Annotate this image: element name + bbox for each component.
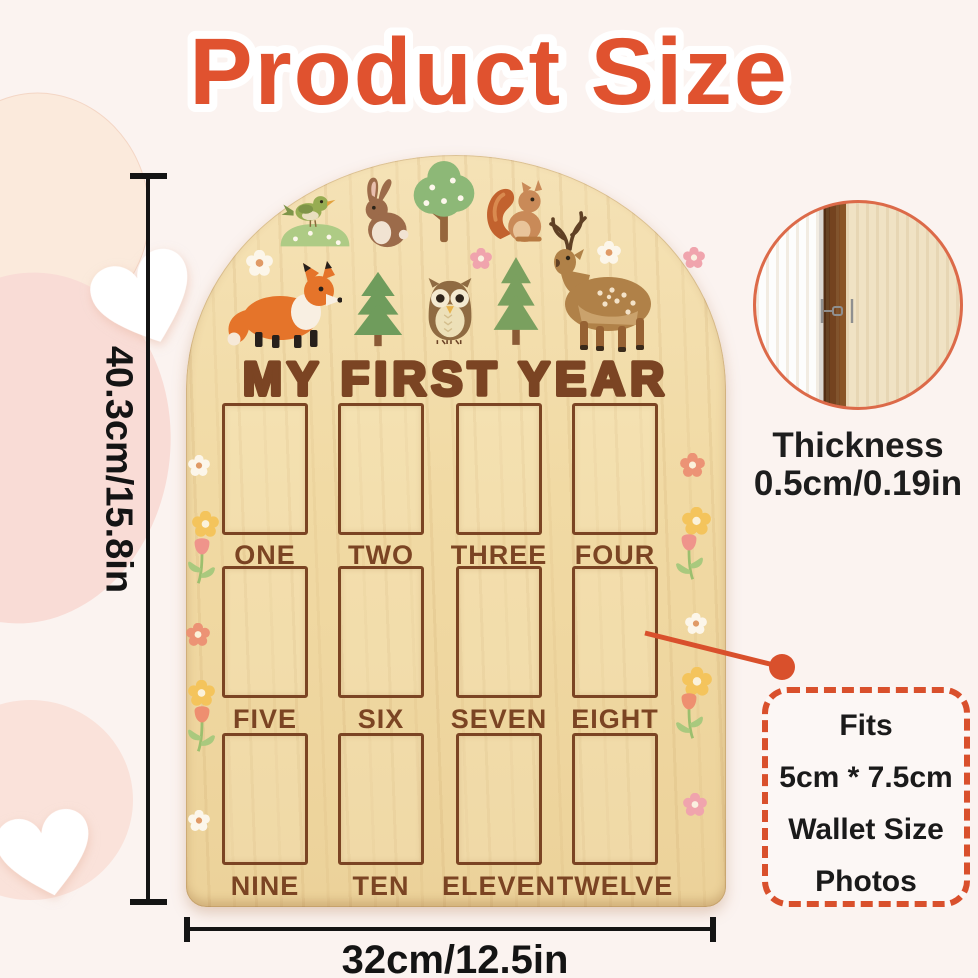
flower-icon [186, 623, 210, 646]
width-dimension-line [186, 927, 714, 931]
callout-line: Wallet Size [788, 813, 944, 846]
width-dimension-cap-right [710, 917, 716, 942]
thickness-title: Thickness [772, 426, 944, 465]
tulip-icon [676, 534, 703, 580]
callout-line: 5cm * 7.5cm [779, 761, 953, 794]
deer-icon [549, 211, 651, 352]
owl-icon [428, 277, 472, 345]
thickness-value: 0.5cm/0.19in [753, 464, 963, 503]
photo-slot [456, 403, 542, 535]
board-heading-wrap: MY FIRST YEAR [241, 353, 669, 405]
photo-slot [572, 733, 658, 865]
thickness-measure-icon [820, 299, 854, 323]
slot-label: FOUR [574, 540, 656, 570]
width-dimension-label: 32cm/12.5in [341, 938, 569, 978]
photo-slot [456, 566, 542, 698]
slot-label: TWELVE [556, 871, 674, 901]
flower-icon [246, 250, 273, 276]
thickness-detail-circle [753, 200, 963, 410]
callout-line: Fits [839, 709, 893, 742]
tulip-icon [188, 706, 215, 752]
flower-icon [470, 248, 492, 269]
rabbit-icon [365, 177, 409, 248]
slot-label: ONE [234, 540, 296, 570]
flower-icon [188, 455, 210, 476]
page-title: Product Size [189, 19, 788, 125]
height-dimension-cap-top [130, 173, 167, 179]
photo-slot [222, 566, 308, 698]
slot-label: TEN [352, 871, 410, 901]
photo-slot [338, 566, 424, 698]
slot-label: SEVEN [450, 704, 548, 734]
flower-icon [682, 667, 712, 696]
photo-slot [222, 403, 308, 535]
tulip-icon [676, 693, 703, 739]
callout-line: Photos [815, 865, 917, 898]
slot-label: SIX [357, 704, 405, 734]
photo-slot [572, 566, 658, 698]
slot-label: ELEVEN [441, 871, 557, 901]
tulip-icon [188, 538, 215, 584]
flower-icon [683, 247, 705, 268]
pine-tree-icon [353, 271, 403, 347]
flower-icon [685, 613, 707, 634]
flower-icon [680, 453, 705, 477]
slot-label: NINE [230, 871, 300, 901]
slot-label: FIVE [232, 704, 297, 734]
height-dimension-label: 40.3cm/15.8in [97, 345, 140, 594]
photo-slot [338, 733, 424, 865]
callout-pointer [644, 630, 795, 680]
bird-on-grass-icon [280, 196, 350, 247]
slot-label: EIGHT [571, 704, 659, 734]
flower-icon [188, 680, 215, 706]
slot-label: TWO [348, 540, 414, 570]
page-title-wrap: Product Size [181, 11, 794, 133]
board-heading: MY FIRST YEAR [243, 353, 669, 405]
slot-label: THREE [450, 540, 548, 570]
heart-icon [0, 789, 113, 916]
width-dimension-cap-left [184, 917, 190, 942]
pine-tree-icon [493, 257, 539, 345]
tree-icon [413, 160, 475, 243]
fox-icon [227, 261, 342, 348]
flower-icon [682, 507, 711, 535]
photo-slot [222, 733, 308, 865]
photo-slot [338, 403, 424, 535]
photo-slot [456, 733, 542, 865]
height-dimension-line [146, 175, 150, 903]
milestone-board: MY FIRST YEAR ONE TWO THREE FOUR FIVE SI… [186, 155, 726, 907]
squirrel-icon [487, 180, 543, 242]
heart-icon [67, 224, 223, 372]
photo-slot [572, 403, 658, 535]
photo-size-callout: Fits 5cm * 7.5cm Wallet Size Photos [762, 687, 970, 907]
flower-icon [597, 241, 621, 264]
flower-icon [192, 511, 219, 537]
flower-icon [188, 810, 210, 831]
height-dimension-cap-bottom [130, 899, 167, 905]
flower-icon [683, 793, 707, 816]
